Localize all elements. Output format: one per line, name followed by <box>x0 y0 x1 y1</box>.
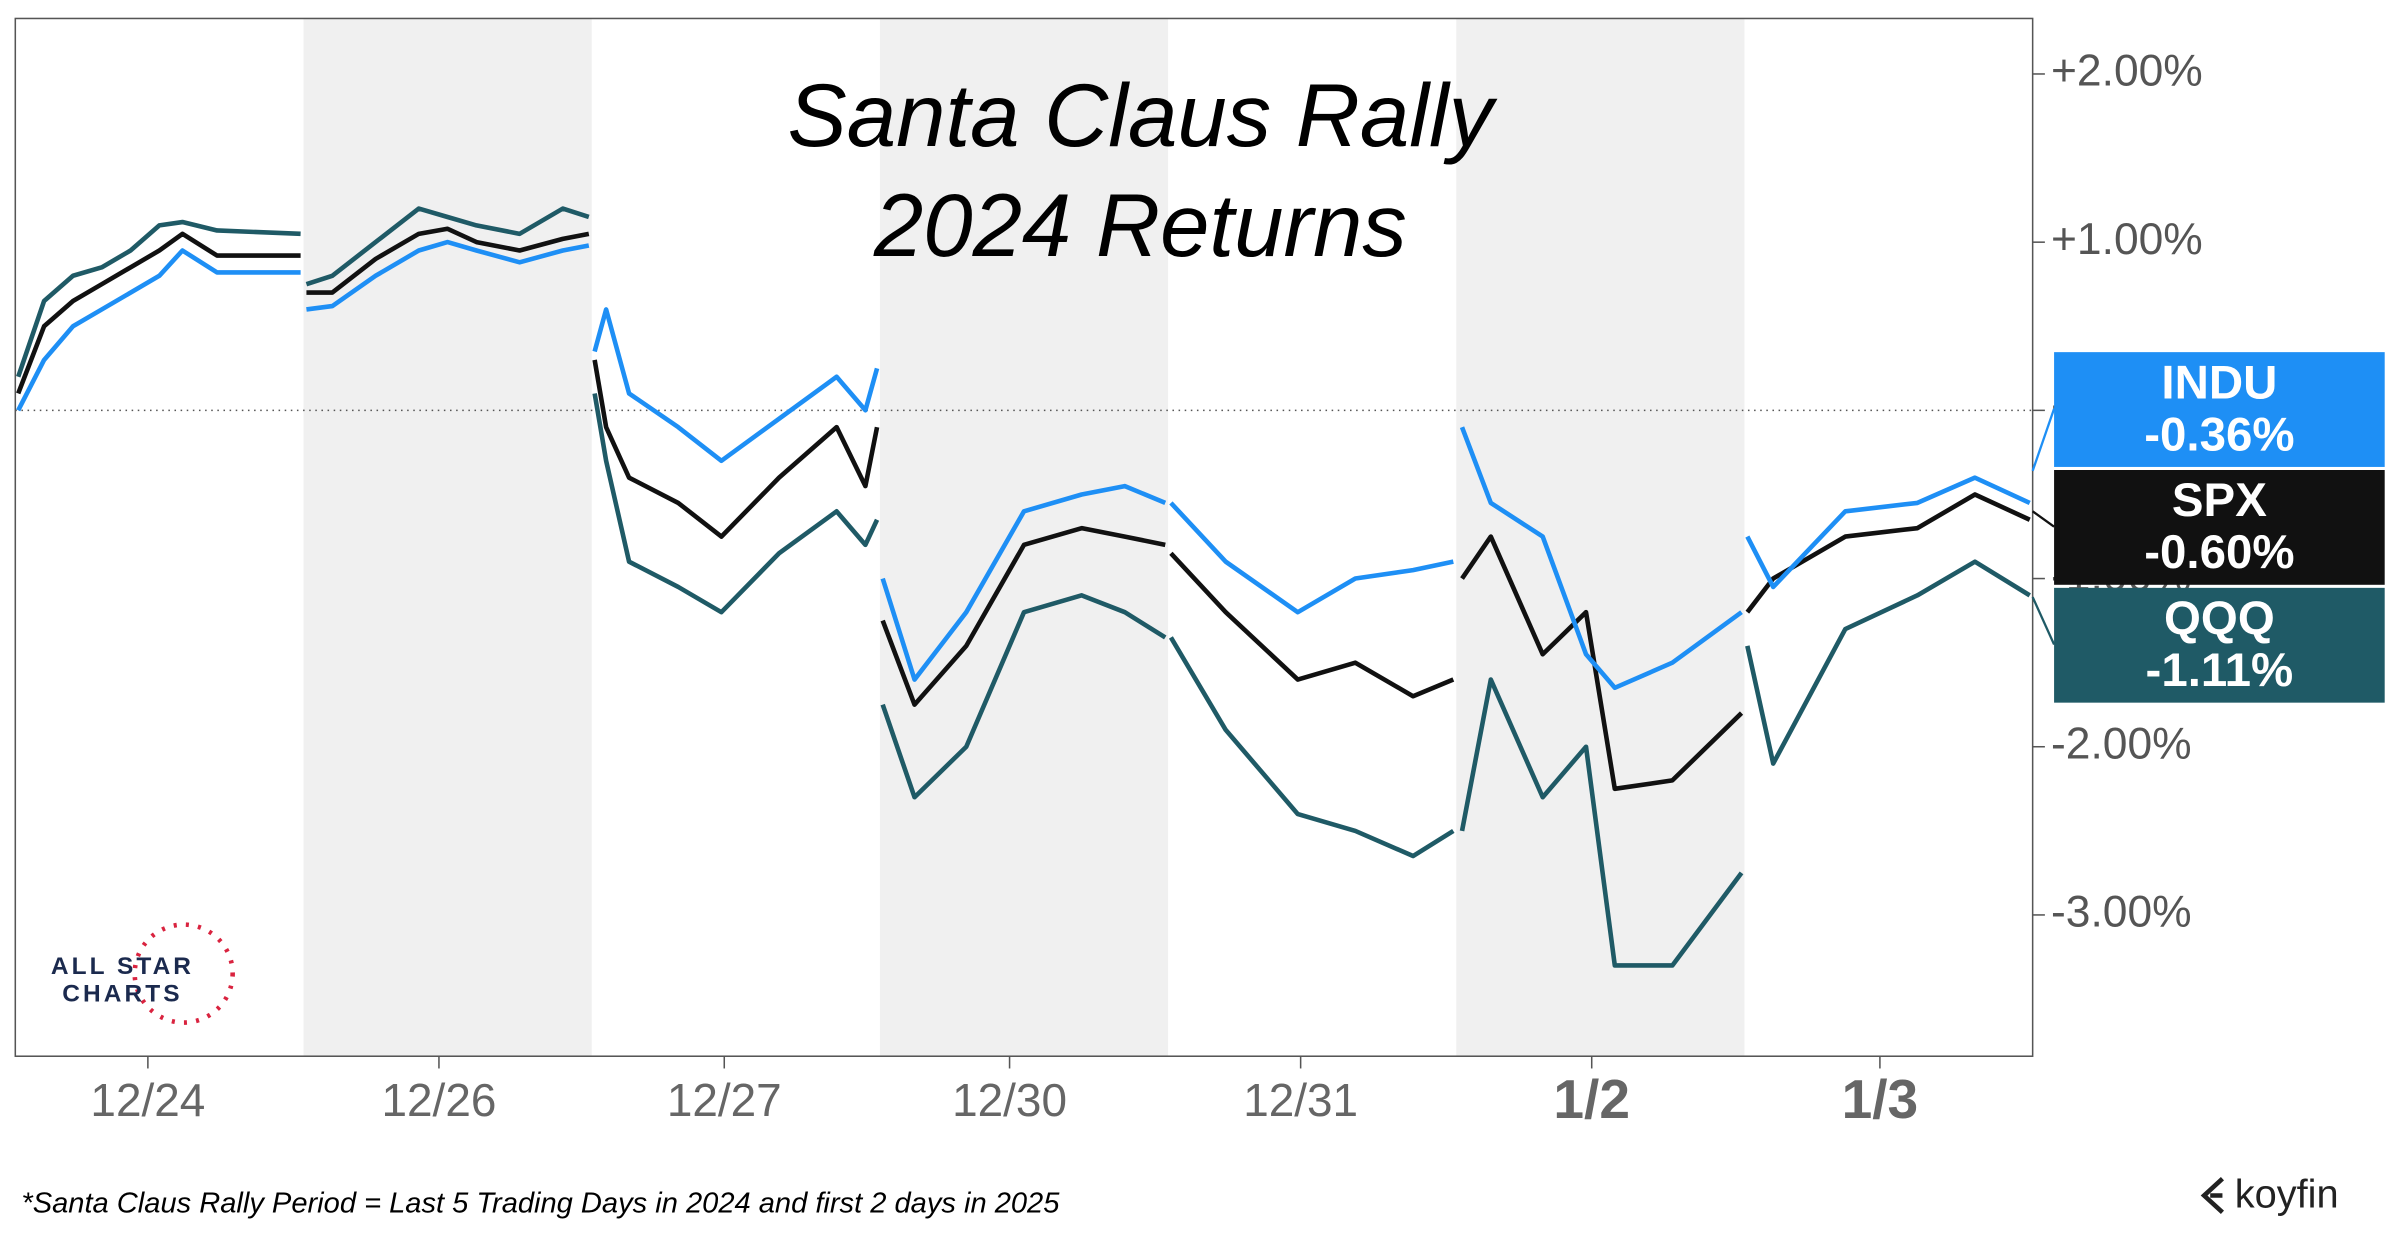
end-value-box <box>2054 587 2385 703</box>
legend-entry: SPX <box>2172 474 2267 527</box>
brand-icon <box>2200 1176 2225 1215</box>
end-value-label: -0.36% <box>2144 408 2294 461</box>
legend-entry: QQQ <box>2164 592 2275 645</box>
series-line <box>16 239 2031 691</box>
logo-text: CHARTS <box>62 980 182 1007</box>
x-tick-label: 1/3 <box>1842 1068 1919 1130</box>
day-band <box>1456 18 1745 1057</box>
y-tick-label: +2.00% <box>2051 47 2203 96</box>
end-labels: INDU-0.36% SPX-0.60% QQQ-1.11% <box>2031 352 2385 703</box>
logo-stars <box>132 922 235 1025</box>
x-tick-label: 12/27 <box>667 1074 782 1126</box>
logo-text: ALL STAR <box>51 953 194 980</box>
end-value-connector <box>2031 510 2055 528</box>
y-tick-label: +1.00% <box>2051 215 2203 264</box>
legend-entry: INDU <box>2161 356 2277 409</box>
series-lines <box>16 206 2031 968</box>
end-value-label: -1.11% <box>2146 644 2294 697</box>
chart-title: Santa Claus Rally <box>788 66 1498 165</box>
plot-border <box>14 17 2034 1057</box>
end-value-connector <box>2031 408 2056 472</box>
series-line <box>16 206 2031 968</box>
footnote: *Santa Claus Rally Period = Last 5 Tradi… <box>21 1187 1060 1219</box>
x-tick-label: 12/26 <box>382 1074 497 1126</box>
x-tick-label: 12/24 <box>90 1074 205 1126</box>
logo: ALL STAR CHARTS <box>51 922 235 1025</box>
end-value-connector <box>2031 596 2056 645</box>
series-line <box>16 226 2031 792</box>
day-band <box>303 18 592 1057</box>
end-value-label: -0.60% <box>2144 526 2294 579</box>
day-shading <box>303 18 1745 1057</box>
x-tick-label: 1/2 <box>1553 1068 1630 1130</box>
x-tick-label: 12/31 <box>1243 1074 1358 1126</box>
y-tick-label: -2.00% <box>2051 719 2192 768</box>
end-value-box <box>2054 470 2385 585</box>
y-tick-label: -3.00% <box>2051 888 2192 937</box>
chart-subtitle: 2024 Returns <box>873 176 1407 275</box>
x-tick-label: 12/30 <box>952 1074 1067 1126</box>
brand: koyfin <box>2235 1173 2339 1217</box>
end-value-box <box>2054 352 2385 467</box>
